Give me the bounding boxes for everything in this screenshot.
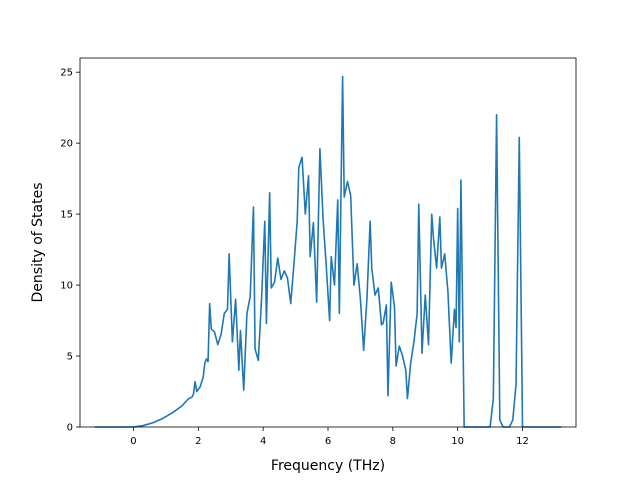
x-tick-label: 0	[130, 436, 136, 447]
y-tick-label: 0	[67, 423, 73, 434]
dos-line	[94, 75, 562, 428]
y-tick-label: 5	[67, 352, 73, 363]
x-tick-label: 4	[260, 436, 266, 447]
x-tick-label: 8	[390, 436, 396, 447]
x-tick-label: 10	[451, 436, 464, 447]
y-axis-ticks: 0 5 10 15 20 25	[60, 68, 80, 434]
x-tick-label: 6	[325, 436, 331, 447]
y-tick-label: 15	[60, 210, 73, 221]
x-axis-ticks: 0 2 4 6 8 10 12	[130, 427, 529, 447]
y-tick-label: 25	[60, 68, 73, 79]
y-tick-label: 20	[60, 139, 73, 150]
y-tick-label: 10	[60, 281, 73, 292]
y-axis-title: Density of States	[30, 183, 46, 303]
x-tick-label: 2	[195, 436, 201, 447]
plot-area	[80, 58, 576, 427]
plot-frame	[79, 57, 577, 428]
x-tick-label: 12	[516, 436, 529, 447]
x-axis-title: Frequency (THz)	[271, 458, 385, 474]
